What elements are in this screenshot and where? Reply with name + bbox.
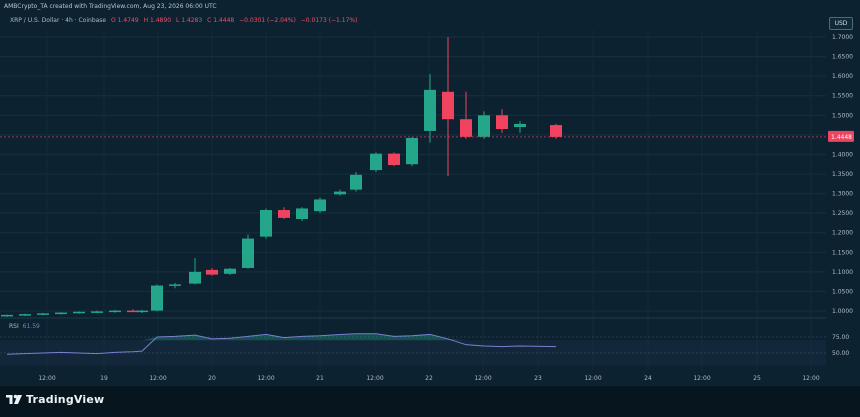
price-tick-label: 1.7000 [832, 34, 853, 41]
high-value: H 1.4890 [143, 17, 172, 24]
rsi-label: RSI [9, 323, 19, 330]
price-tick-label: 1.1500 [832, 249, 853, 256]
candle-body [136, 310, 148, 313]
symbol-name[interactable]: XRP / U.S. Dollar · 4h · Coinbase [10, 17, 107, 24]
time-tick-label: 12:00 [38, 375, 55, 382]
candle-body [206, 269, 218, 275]
time-tick-label: 12:00 [257, 375, 274, 382]
candle-body [260, 210, 272, 237]
rsi-value: 61.59 [22, 323, 40, 330]
price-tick-label: 1.6500 [832, 54, 853, 61]
candle-body [388, 153, 400, 165]
candle-body [496, 115, 508, 129]
rsi-tick-label: 75.00 [832, 334, 849, 341]
close-value: C 1.4448 [207, 17, 235, 24]
price-chart[interactable]: 1.70001.65001.60001.55001.50001.45001.40… [0, 0, 860, 386]
candle-body [1, 314, 13, 317]
candle-body [424, 89, 436, 131]
low-value: L 1.4283 [175, 17, 203, 24]
time-tick-label: 20 [208, 375, 216, 382]
candle-body [37, 313, 49, 315]
candle-body [550, 125, 562, 137]
time-tick-label: 23 [534, 375, 542, 382]
candle-body [19, 314, 31, 316]
candle-body [314, 199, 326, 212]
candle-body [91, 311, 103, 313]
currency-button[interactable]: USD [829, 17, 853, 30]
open-value: O 1.4749 [111, 17, 139, 24]
candle-body [278, 210, 290, 218]
rsi-band [0, 340, 826, 366]
candle-body [55, 312, 67, 315]
price-tick-label: 1.6000 [832, 73, 853, 80]
attribution-text: AMBCrypto_TA created with TradingView.co… [4, 3, 217, 10]
candle-body [370, 153, 382, 171]
price-tick-label: 1.0000 [832, 308, 853, 315]
candle-body [514, 123, 526, 128]
price-tick-label: 1.0500 [832, 288, 853, 295]
candle-body [478, 115, 490, 137]
symbol-legend: XRP / U.S. Dollar · 4h · Coinbase O 1.47… [10, 17, 360, 24]
change-secondary-value: −0.0173 (−1.17%) [300, 17, 358, 24]
price-tick-label: 1.5500 [832, 93, 853, 100]
time-tick-label: 12:00 [474, 375, 491, 382]
last-price-tag [828, 130, 854, 142]
time-tick-label: 12:00 [584, 375, 601, 382]
tradingview-logo-icon [6, 394, 22, 404]
candle-body [109, 310, 121, 313]
candle-body [127, 310, 139, 313]
price-tick-label: 1.1000 [832, 269, 853, 276]
price-tick-label: 1.2500 [832, 210, 853, 217]
time-tick-label: 12:00 [366, 375, 383, 382]
candle-body [460, 119, 472, 137]
time-tick-label: 21 [316, 375, 324, 382]
footer-bar [0, 386, 860, 417]
last-price-label: 1.4448 [831, 134, 852, 141]
price-tick-label: 1.2000 [832, 230, 853, 237]
time-tick-label: 24 [644, 375, 652, 382]
time-tick-label: 12:00 [693, 375, 710, 382]
candle-body [442, 91, 454, 120]
rsi-line [6, 333, 557, 355]
candle-body [406, 137, 418, 165]
candle-body [151, 285, 163, 311]
candle-body [189, 271, 201, 284]
candle-body [334, 191, 346, 195]
candle-body [296, 208, 308, 220]
candle-body [224, 268, 236, 274]
change-value: −0.0301 (−2.04%) [239, 17, 296, 24]
price-tick-label: 1.3000 [832, 191, 853, 198]
price-tick-label: 1.4000 [832, 151, 853, 158]
price-tick-label: 1.3500 [832, 171, 853, 178]
time-tick-label: 12:00 [802, 375, 819, 382]
time-tick-label: 12:00 [149, 375, 166, 382]
candle-body [73, 311, 85, 314]
candle-body [169, 284, 181, 286]
candle-body [350, 174, 362, 190]
candle-body [242, 238, 254, 268]
time-tick-label: 22 [425, 375, 433, 382]
time-tick-label: 25 [753, 375, 761, 382]
rsi-legend: RSI 61.59 [9, 323, 40, 330]
rsi-tick-label: 50.00 [832, 350, 849, 357]
tradingview-brand: TradingView [26, 393, 105, 406]
price-tick-label: 1.5000 [832, 112, 853, 119]
time-tick-label: 19 [100, 375, 108, 382]
